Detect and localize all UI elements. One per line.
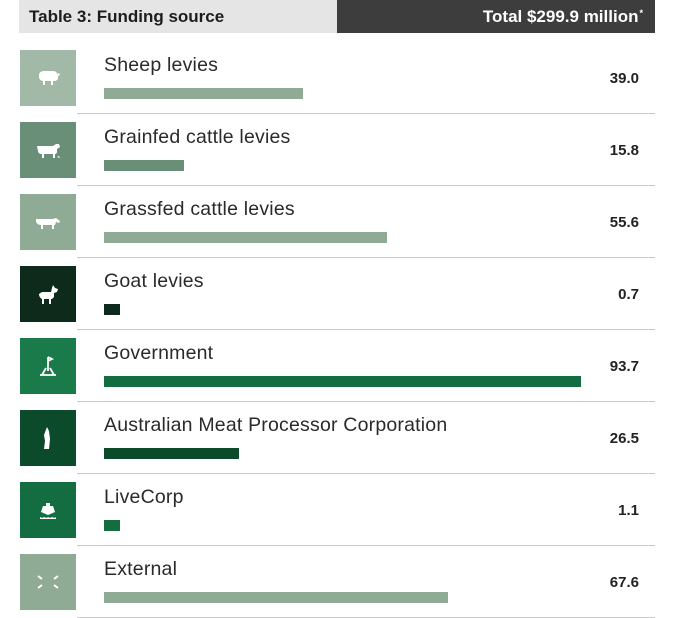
row-divider [77, 545, 655, 546]
category-label: Grassfed cattle levies [104, 198, 295, 220]
value-label: 67.6 [609, 573, 639, 591]
value-label: 39.0 [609, 69, 639, 87]
value-bar [104, 448, 239, 459]
row-divider [77, 185, 655, 186]
row-divider [77, 113, 655, 114]
funding-row: Grassfed cattle levies 55.6 [19, 186, 655, 258]
row-divider [77, 329, 655, 330]
value-label: 55.6 [609, 213, 639, 231]
government-icon [20, 338, 76, 394]
row-divider [77, 473, 655, 474]
value-bar [104, 592, 449, 603]
funding-row: External 67.6 [19, 546, 655, 618]
category-label: External [104, 558, 178, 580]
category-label: Australian Meat Processor Corporation [104, 414, 448, 436]
value-label: 15.8 [609, 141, 639, 159]
funding-row: Australian Meat Processor Corporation 26.… [19, 402, 655, 474]
value-bar [104, 88, 303, 99]
total-label: Total $299.9 million * [337, 0, 655, 33]
goat-icon [20, 266, 76, 322]
category-label: Sheep levies [104, 54, 219, 76]
ship-icon [20, 482, 76, 538]
value-bar [104, 160, 185, 171]
funding-row: Sheep levies 39.0 [19, 42, 655, 114]
value-bar [104, 520, 120, 531]
value-bar [104, 376, 581, 387]
category-label: Goat levies [104, 270, 204, 292]
sheep-icon [20, 50, 76, 106]
external-icon [20, 554, 76, 610]
cattle-icon [20, 122, 76, 178]
funding-row: LiveCorp 1.1 [19, 474, 655, 546]
row-divider [77, 257, 655, 258]
value-label: 1.1 [618, 501, 639, 519]
funding-row: Goat levies 0.7 [19, 258, 655, 330]
total-footnote-mark: * [639, 7, 643, 18]
cow-icon [20, 194, 76, 250]
value-label: 26.5 [609, 429, 639, 447]
row-divider [77, 401, 655, 402]
value-label: 93.7 [609, 357, 639, 375]
category-label: Grainfed cattle levies [104, 126, 291, 148]
funding-row: Government 93.7 [19, 330, 655, 402]
table-title: Table 3: Funding source [19, 0, 337, 33]
meat-processor-icon [20, 410, 76, 466]
table-header: Table 3: Funding source Total $299.9 mil… [19, 0, 655, 33]
funding-row: Grainfed cattle levies 15.8 [19, 114, 655, 186]
value-bar [104, 232, 388, 243]
value-bar [104, 304, 120, 315]
category-label: Government [104, 342, 214, 364]
value-label: 0.7 [618, 285, 639, 303]
category-label: LiveCorp [104, 486, 184, 508]
